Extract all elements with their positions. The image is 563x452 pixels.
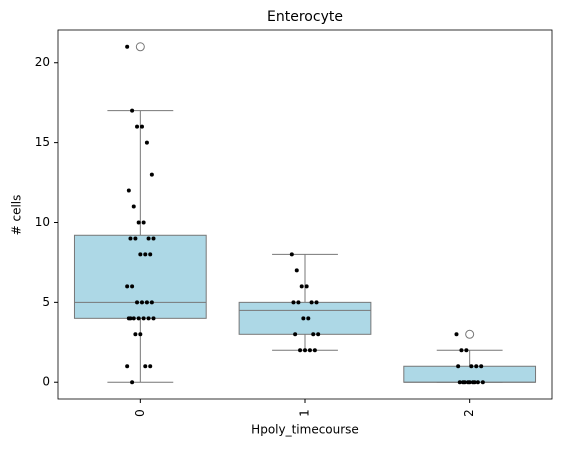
data-point xyxy=(293,332,298,337)
data-point xyxy=(125,284,130,289)
data-point xyxy=(149,300,154,305)
data-point xyxy=(125,364,130,369)
data-point xyxy=(469,364,474,369)
y-tick-label: 15 xyxy=(35,135,50,149)
data-point xyxy=(306,316,311,321)
data-point xyxy=(151,236,156,241)
data-point xyxy=(307,348,312,353)
data-point xyxy=(472,380,477,385)
data-point xyxy=(130,108,135,113)
data-point xyxy=(128,316,133,321)
data-point xyxy=(144,300,149,305)
data-point xyxy=(316,332,321,337)
data-point xyxy=(309,300,314,305)
data-point xyxy=(457,380,462,385)
x-tick-label: 0 xyxy=(133,409,147,417)
data-point xyxy=(296,300,301,305)
data-point xyxy=(144,140,149,145)
chart-title: Enterocyte xyxy=(267,9,343,25)
box xyxy=(403,365,537,383)
y-tick-label: 10 xyxy=(35,215,50,229)
data-point xyxy=(136,316,141,321)
x-tick-label: 2 xyxy=(462,409,476,417)
data-point xyxy=(454,332,459,337)
data-point xyxy=(148,364,153,369)
data-point xyxy=(474,364,479,369)
data-point xyxy=(141,316,146,321)
data-point xyxy=(299,284,304,289)
data-point xyxy=(467,380,472,385)
data-point xyxy=(139,300,144,305)
data-point xyxy=(311,332,316,337)
data-point xyxy=(146,316,151,321)
outlier xyxy=(465,329,475,339)
data-point xyxy=(462,380,467,385)
data-point xyxy=(149,172,154,177)
data-point xyxy=(459,348,464,353)
data-point xyxy=(143,364,148,369)
y-tick-label: 20 xyxy=(35,55,50,69)
data-point xyxy=(131,316,136,321)
box xyxy=(238,301,372,335)
data-point xyxy=(291,300,296,305)
y-axis-label: # cells xyxy=(10,195,24,236)
data-point xyxy=(138,332,143,337)
data-point xyxy=(314,300,319,305)
data-point xyxy=(298,348,303,353)
data-point xyxy=(133,236,138,241)
data-point xyxy=(130,284,135,289)
data-point xyxy=(128,236,133,241)
y-tick-label: 0 xyxy=(42,375,50,389)
data-point xyxy=(135,300,140,305)
data-point xyxy=(475,380,480,385)
y-tick-label: 5 xyxy=(42,295,50,309)
data-point xyxy=(139,124,144,129)
x-tick-label: 1 xyxy=(298,409,312,417)
data-point xyxy=(133,332,138,337)
data-point xyxy=(294,268,299,273)
data-point xyxy=(141,220,146,225)
box xyxy=(73,234,207,319)
data-point xyxy=(148,252,153,257)
data-point xyxy=(130,380,135,385)
data-point xyxy=(125,44,130,49)
data-point xyxy=(456,364,461,369)
data-point xyxy=(312,348,317,353)
data-point xyxy=(289,252,294,257)
data-point xyxy=(301,316,306,321)
data-point xyxy=(135,124,140,129)
outlier xyxy=(135,42,145,52)
data-point xyxy=(138,252,143,257)
data-point xyxy=(304,284,309,289)
data-point xyxy=(479,364,484,369)
data-point xyxy=(143,252,148,257)
data-point xyxy=(151,316,156,321)
data-point xyxy=(146,236,151,241)
data-point xyxy=(136,220,141,225)
data-point xyxy=(131,204,136,209)
data-point xyxy=(480,380,485,385)
data-point xyxy=(464,348,469,353)
data-point xyxy=(126,188,131,193)
data-point xyxy=(303,348,307,353)
x-axis-label: Hpoly_timecourse xyxy=(251,423,359,437)
